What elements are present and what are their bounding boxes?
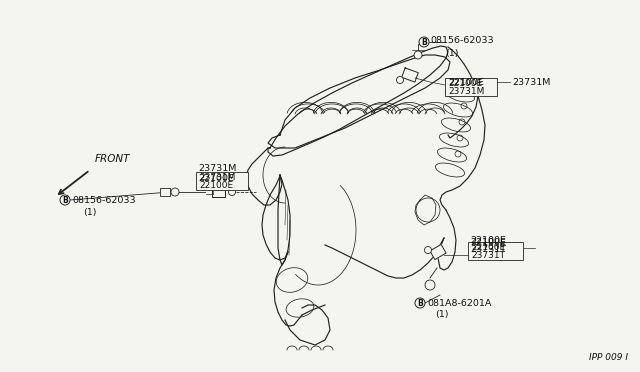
Text: 23731M: 23731M <box>199 173 236 182</box>
Bar <box>160 188 170 196</box>
Circle shape <box>424 247 431 253</box>
Polygon shape <box>430 244 446 260</box>
Text: 23731T: 23731T <box>471 250 505 260</box>
Text: 22100E: 22100E <box>448 78 482 87</box>
Text: 23731M: 23731M <box>448 87 484 96</box>
Text: FRONT: FRONT <box>95 154 131 164</box>
Text: 22100E: 22100E <box>198 173 234 183</box>
Text: 22100E: 22100E <box>448 77 484 87</box>
Text: 23731M: 23731M <box>512 77 550 87</box>
Text: B: B <box>62 196 68 205</box>
Bar <box>468 242 523 260</box>
Circle shape <box>414 51 422 59</box>
Text: (1): (1) <box>435 311 449 320</box>
Text: 22100E: 22100E <box>471 243 505 251</box>
Text: IPP 009 I: IPP 009 I <box>589 353 628 362</box>
Text: B: B <box>417 298 423 308</box>
Text: 22100E: 22100E <box>199 180 233 189</box>
Text: 08156-62033: 08156-62033 <box>430 35 493 45</box>
Circle shape <box>397 77 403 83</box>
Text: 22100E: 22100E <box>470 237 506 247</box>
Text: 08156-62033: 08156-62033 <box>72 196 136 205</box>
Bar <box>196 172 248 190</box>
Polygon shape <box>402 68 419 82</box>
Circle shape <box>171 188 179 196</box>
Circle shape <box>228 189 236 196</box>
Text: (1): (1) <box>83 208 97 217</box>
Circle shape <box>419 37 429 47</box>
Polygon shape <box>211 187 225 197</box>
Circle shape <box>415 298 425 308</box>
Text: 23731M: 23731M <box>198 164 236 173</box>
Text: 23731T: 23731T <box>470 246 506 254</box>
Circle shape <box>425 280 435 290</box>
Bar <box>445 78 497 96</box>
Text: (1): (1) <box>445 48 458 58</box>
Text: 22100E: 22100E <box>470 235 506 244</box>
Text: B: B <box>421 38 427 46</box>
Text: 081A8-6201A: 081A8-6201A <box>427 298 492 308</box>
Circle shape <box>60 195 70 205</box>
